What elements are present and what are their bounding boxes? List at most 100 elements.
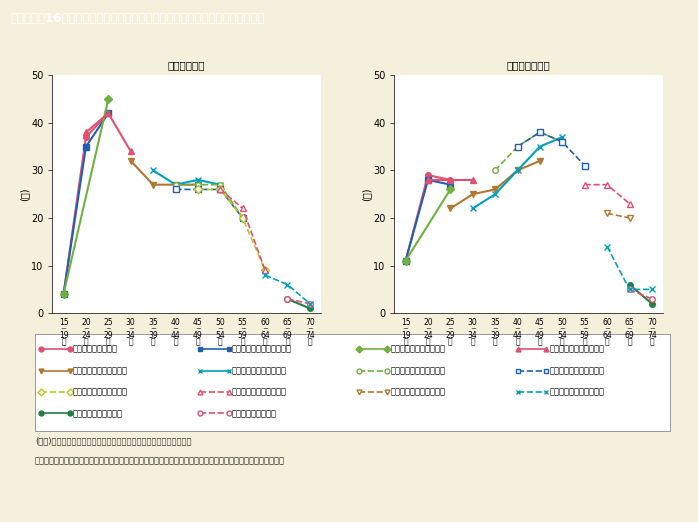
Text: 35: 35 [148, 318, 158, 327]
Text: 55: 55 [580, 318, 590, 327]
Text: 74: 74 [647, 330, 657, 340]
Text: ~: ~ [128, 326, 134, 332]
Text: 65: 65 [625, 318, 634, 327]
Text: 昭和１３～１７年生まれ: 昭和１３～１７年生まれ [549, 387, 604, 397]
Text: ~: ~ [425, 326, 431, 332]
Text: ~: ~ [61, 326, 66, 332]
Text: 50: 50 [558, 318, 567, 327]
Text: 59: 59 [238, 330, 248, 340]
Text: 40: 40 [170, 318, 180, 327]
Text: 65: 65 [283, 318, 292, 327]
Text: 歳: 歳 [195, 337, 200, 346]
Text: 20: 20 [423, 318, 433, 327]
Text: 60: 60 [260, 318, 270, 327]
Text: 49: 49 [535, 330, 545, 340]
Text: 50: 50 [216, 318, 225, 327]
Text: 歳: 歳 [582, 337, 587, 346]
Text: 70: 70 [305, 318, 315, 327]
Text: ~: ~ [262, 326, 268, 332]
Text: 64: 64 [602, 330, 612, 340]
Text: 30: 30 [126, 318, 135, 327]
Text: 45: 45 [193, 318, 203, 327]
Text: ~: ~ [627, 326, 632, 332]
Text: 69: 69 [283, 330, 292, 340]
Text: 歳: 歳 [262, 337, 267, 346]
Text: ~: ~ [239, 326, 246, 332]
Text: 20: 20 [81, 318, 91, 327]
Text: ~: ~ [172, 326, 179, 332]
Text: 昭和４８～５２年生まれ: 昭和４８～５２年生まれ [73, 366, 128, 375]
Text: 昭和３～７年生まれ: 昭和３～７年生まれ [232, 409, 277, 418]
Text: 昭和６３～平成４年生まれ: 昭和６３～平成４年生まれ [232, 345, 292, 353]
Text: 歳: 歳 [61, 337, 66, 346]
Text: ~: ~ [307, 326, 313, 332]
Text: 24: 24 [81, 330, 91, 340]
Text: 「非正規雇用」: 「非正規雇用」 [507, 60, 551, 70]
Text: ~: ~ [649, 326, 655, 332]
Text: 昭和８～１２年生まれ: 昭和８～１２年生まれ [73, 409, 123, 418]
Text: 昭和４３～４７年生まれ: 昭和４３～４７年生まれ [232, 366, 287, 375]
Text: 39: 39 [490, 330, 500, 340]
Text: 40: 40 [512, 318, 522, 327]
Text: 歳: 歳 [470, 337, 475, 346]
Text: 15: 15 [401, 318, 410, 327]
Text: ２．「正規の職員・従業員」を「正規雇用」、「非正規の職員・従業員」を「非正規雇用」としている。: ２．「正規の職員・従業員」を「正規雇用」、「非正規の職員・従業員」を「非正規雇用… [35, 457, 285, 466]
Text: 60: 60 [602, 318, 612, 327]
Text: 15: 15 [59, 318, 68, 327]
Text: ~: ~ [514, 326, 521, 332]
Text: 34: 34 [126, 330, 135, 340]
Text: 昭和３８～４２年生まれ: 昭和３８～４２年生まれ [391, 366, 445, 375]
Text: ~: ~ [217, 326, 223, 332]
Text: 歳: 歳 [151, 337, 156, 346]
Text: 歳: 歳 [240, 337, 245, 346]
Text: 第１－特－16図　女性の年齢階級別労働力率の世代による特徴（雇用形態別）: 第１－特－16図 女性の年齢階級別労働力率の世代による特徴（雇用形態別） [10, 13, 265, 25]
Text: 19: 19 [59, 330, 68, 340]
Text: ~: ~ [105, 326, 111, 332]
Text: 歳: 歳 [106, 337, 111, 346]
Text: 「正規雇用」: 「正規雇用」 [168, 60, 205, 70]
Text: 歳: 歳 [128, 337, 133, 346]
Y-axis label: (％): (％) [362, 187, 371, 201]
Text: ~: ~ [537, 326, 543, 332]
Text: 平成５～９年生まれ: 平成５～９年生まれ [73, 345, 118, 353]
Text: 昭和５８～６２年生まれ: 昭和５８～６２年生まれ [391, 345, 445, 353]
Text: ~: ~ [604, 326, 610, 332]
Text: 34: 34 [468, 330, 477, 340]
Text: ~: ~ [195, 326, 201, 332]
Text: 29: 29 [103, 330, 113, 340]
Text: 歳: 歳 [308, 337, 312, 346]
Text: 歳: 歳 [604, 337, 609, 346]
Text: (備考)１．総務省「労働力調査（詳細集計）」（年平均）より作成。: (備考)１．総務省「労働力調査（詳細集計）」（年平均）より作成。 [35, 436, 191, 445]
Text: 54: 54 [558, 330, 567, 340]
Text: ~: ~ [285, 326, 290, 332]
Text: 歳: 歳 [493, 337, 498, 346]
Text: 昭和５３～５７年生まれ: 昭和５３～５７年生まれ [549, 345, 604, 353]
Y-axis label: (％): (％) [20, 187, 29, 201]
Text: 19: 19 [401, 330, 410, 340]
Text: 70: 70 [647, 318, 657, 327]
Text: 昭和２８～３２年生まれ: 昭和２８～３２年生まれ [73, 387, 128, 397]
Text: 歳: 歳 [285, 337, 290, 346]
Text: 歳: 歳 [218, 337, 223, 346]
Text: 昭和２３～２７年生まれ: 昭和２３～２７年生まれ [232, 387, 287, 397]
Text: 29: 29 [445, 330, 455, 340]
Text: 44: 44 [512, 330, 522, 340]
Text: 昭和１８～２２年生まれ: 昭和１８～２２年生まれ [391, 387, 445, 397]
Text: 歳: 歳 [650, 337, 654, 346]
Text: 歳: 歳 [537, 337, 542, 346]
Text: 歳: 歳 [448, 337, 453, 346]
Text: 24: 24 [423, 330, 433, 340]
Text: 54: 54 [216, 330, 225, 340]
Text: 55: 55 [238, 318, 248, 327]
Text: 69: 69 [625, 330, 634, 340]
Text: ~: ~ [581, 326, 588, 332]
Text: 歳: 歳 [426, 337, 430, 346]
Text: 歳: 歳 [515, 337, 520, 346]
Text: 35: 35 [490, 318, 500, 327]
Text: 歳: 歳 [173, 337, 178, 346]
Text: ~: ~ [559, 326, 565, 332]
Text: 歳: 歳 [84, 337, 88, 346]
Text: 歳: 歳 [628, 337, 632, 346]
Text: 歳: 歳 [403, 337, 408, 346]
Text: 59: 59 [580, 330, 590, 340]
